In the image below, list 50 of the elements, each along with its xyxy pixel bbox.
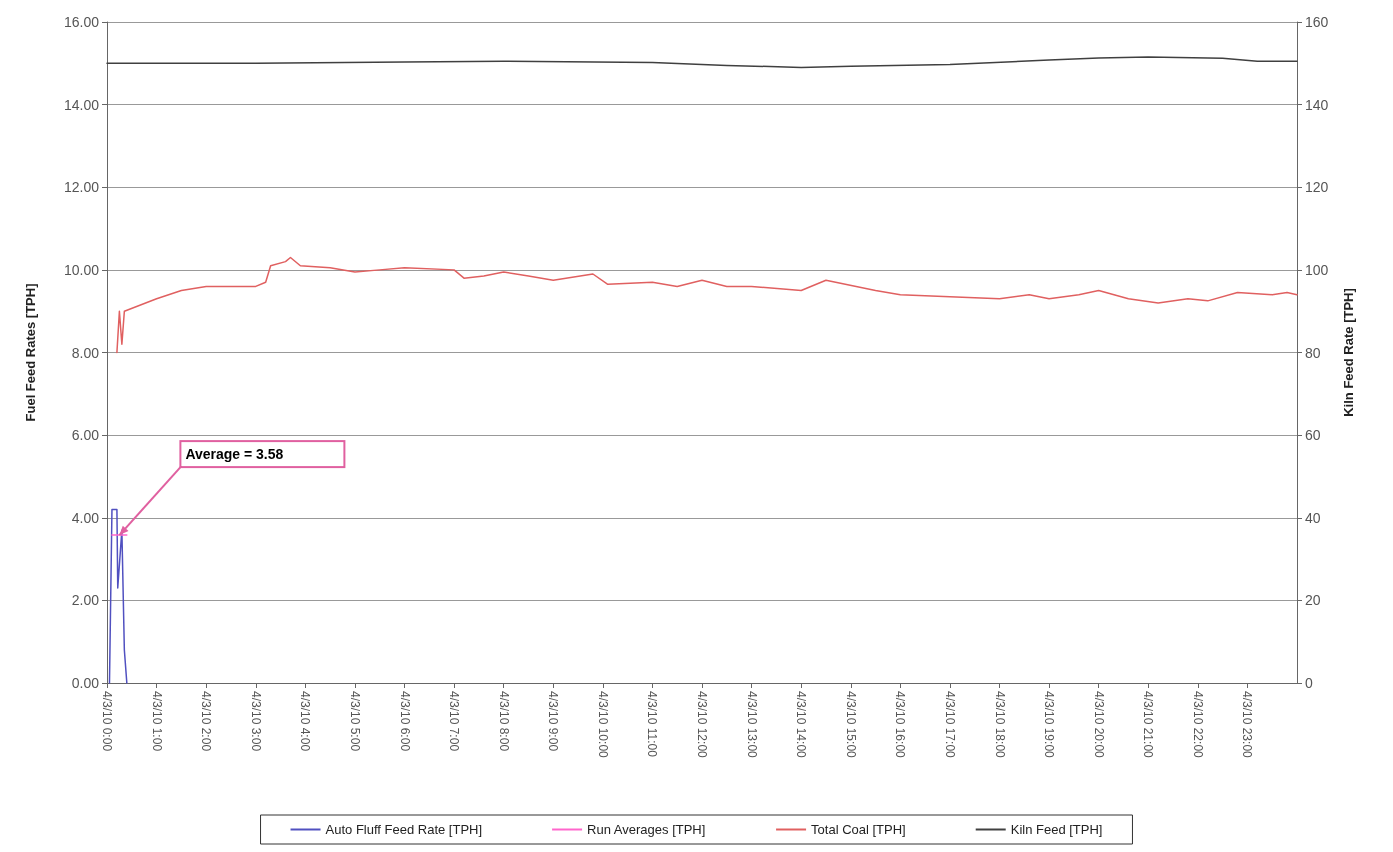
x-tick-label: 4/3/10 7:00 xyxy=(447,691,462,752)
x-tick-label: 4/3/10 9:00 xyxy=(546,691,561,752)
legend-label: Total Coal [TPH] xyxy=(811,822,906,837)
y2-axis-title: Kiln Feed Rate [TPH] xyxy=(1341,288,1356,417)
legend-label: Kiln Feed [TPH] xyxy=(1010,822,1103,837)
x-tick-label: 4/3/10 17:00 xyxy=(942,691,957,759)
x-tick-label: 4/3/10 13:00 xyxy=(744,691,759,759)
y2-tick-label: 120 xyxy=(1305,179,1329,196)
y-tick-label: 6.00 xyxy=(71,427,100,444)
y2-tick-label: 40 xyxy=(1305,509,1321,526)
legend-label: Auto Fluff Feed Rate [TPH] xyxy=(325,822,483,837)
y-tick-label: 12.00 xyxy=(63,179,100,196)
annotation: Average = 3.58 xyxy=(179,440,346,469)
x-tick-label: 4/3/10 19:00 xyxy=(1042,691,1057,759)
x-tick-label: 4/3/10 10:00 xyxy=(595,691,610,759)
x-tick-label: 4/3/10 23:00 xyxy=(1240,691,1255,759)
line-series xyxy=(108,508,129,684)
y2-tick-label: 0 xyxy=(1305,675,1313,691)
x-tick-label: 4/3/10 6:00 xyxy=(397,691,412,752)
x-tick-label: 4/3/10 2:00 xyxy=(199,691,214,752)
x-tick-label: 4/3/10 12:00 xyxy=(695,691,709,759)
y-tick-label: 10.00 xyxy=(63,261,100,278)
x-tick-label: 4/3/10 5:00 xyxy=(347,691,362,752)
x-tick-label: 4/3/10 20:00 xyxy=(1091,691,1106,759)
x-tick-label: 4/3/10 8:00 xyxy=(496,691,511,752)
y-tick-label: 8.00 xyxy=(71,344,100,361)
x-tick-label: 4/3/10 15:00 xyxy=(843,691,858,759)
y2-tick-label: 60 xyxy=(1305,427,1321,444)
x-tick-label: 4/3/10 16:00 xyxy=(893,691,908,759)
x-tick-label: 4/3/10 0:00 xyxy=(100,691,114,752)
y-tick-label: 0.00 xyxy=(71,675,100,691)
x-tick-label: 4/3/10 18:00 xyxy=(992,691,1007,759)
y-tick-label: 16.00 xyxy=(63,14,100,30)
x-tick-label: 4/3/10 14:00 xyxy=(794,691,809,759)
x-tick-label: 4/3/10 3:00 xyxy=(248,691,263,752)
y-tick-label: 14.00 xyxy=(63,96,100,113)
y-tick-label: 2.00 xyxy=(71,592,100,609)
y-axis-title: Fuel Feed Rates [TPH] xyxy=(23,283,38,422)
y2-tick-label: 20 xyxy=(1305,592,1321,609)
y2-tick-label: 80 xyxy=(1305,344,1321,361)
y2-tick-label: 160 xyxy=(1305,14,1329,30)
y2-tick-label: 100 xyxy=(1305,261,1329,278)
legend-label: Run Averages [TPH] xyxy=(587,822,706,837)
y2-tick-label: 140 xyxy=(1305,96,1329,113)
x-tick-label: 4/3/10 11:00 xyxy=(645,691,660,758)
y-tick-label: 4.00 xyxy=(71,509,100,526)
x-tick-label: 4/3/10 4:00 xyxy=(298,691,313,752)
x-tick-label: 4/3/10 21:00 xyxy=(1141,691,1156,759)
x-tick-label: 4/3/10 22:00 xyxy=(1190,691,1205,759)
x-tick-label: 4/3/10 1:00 xyxy=(149,691,164,752)
